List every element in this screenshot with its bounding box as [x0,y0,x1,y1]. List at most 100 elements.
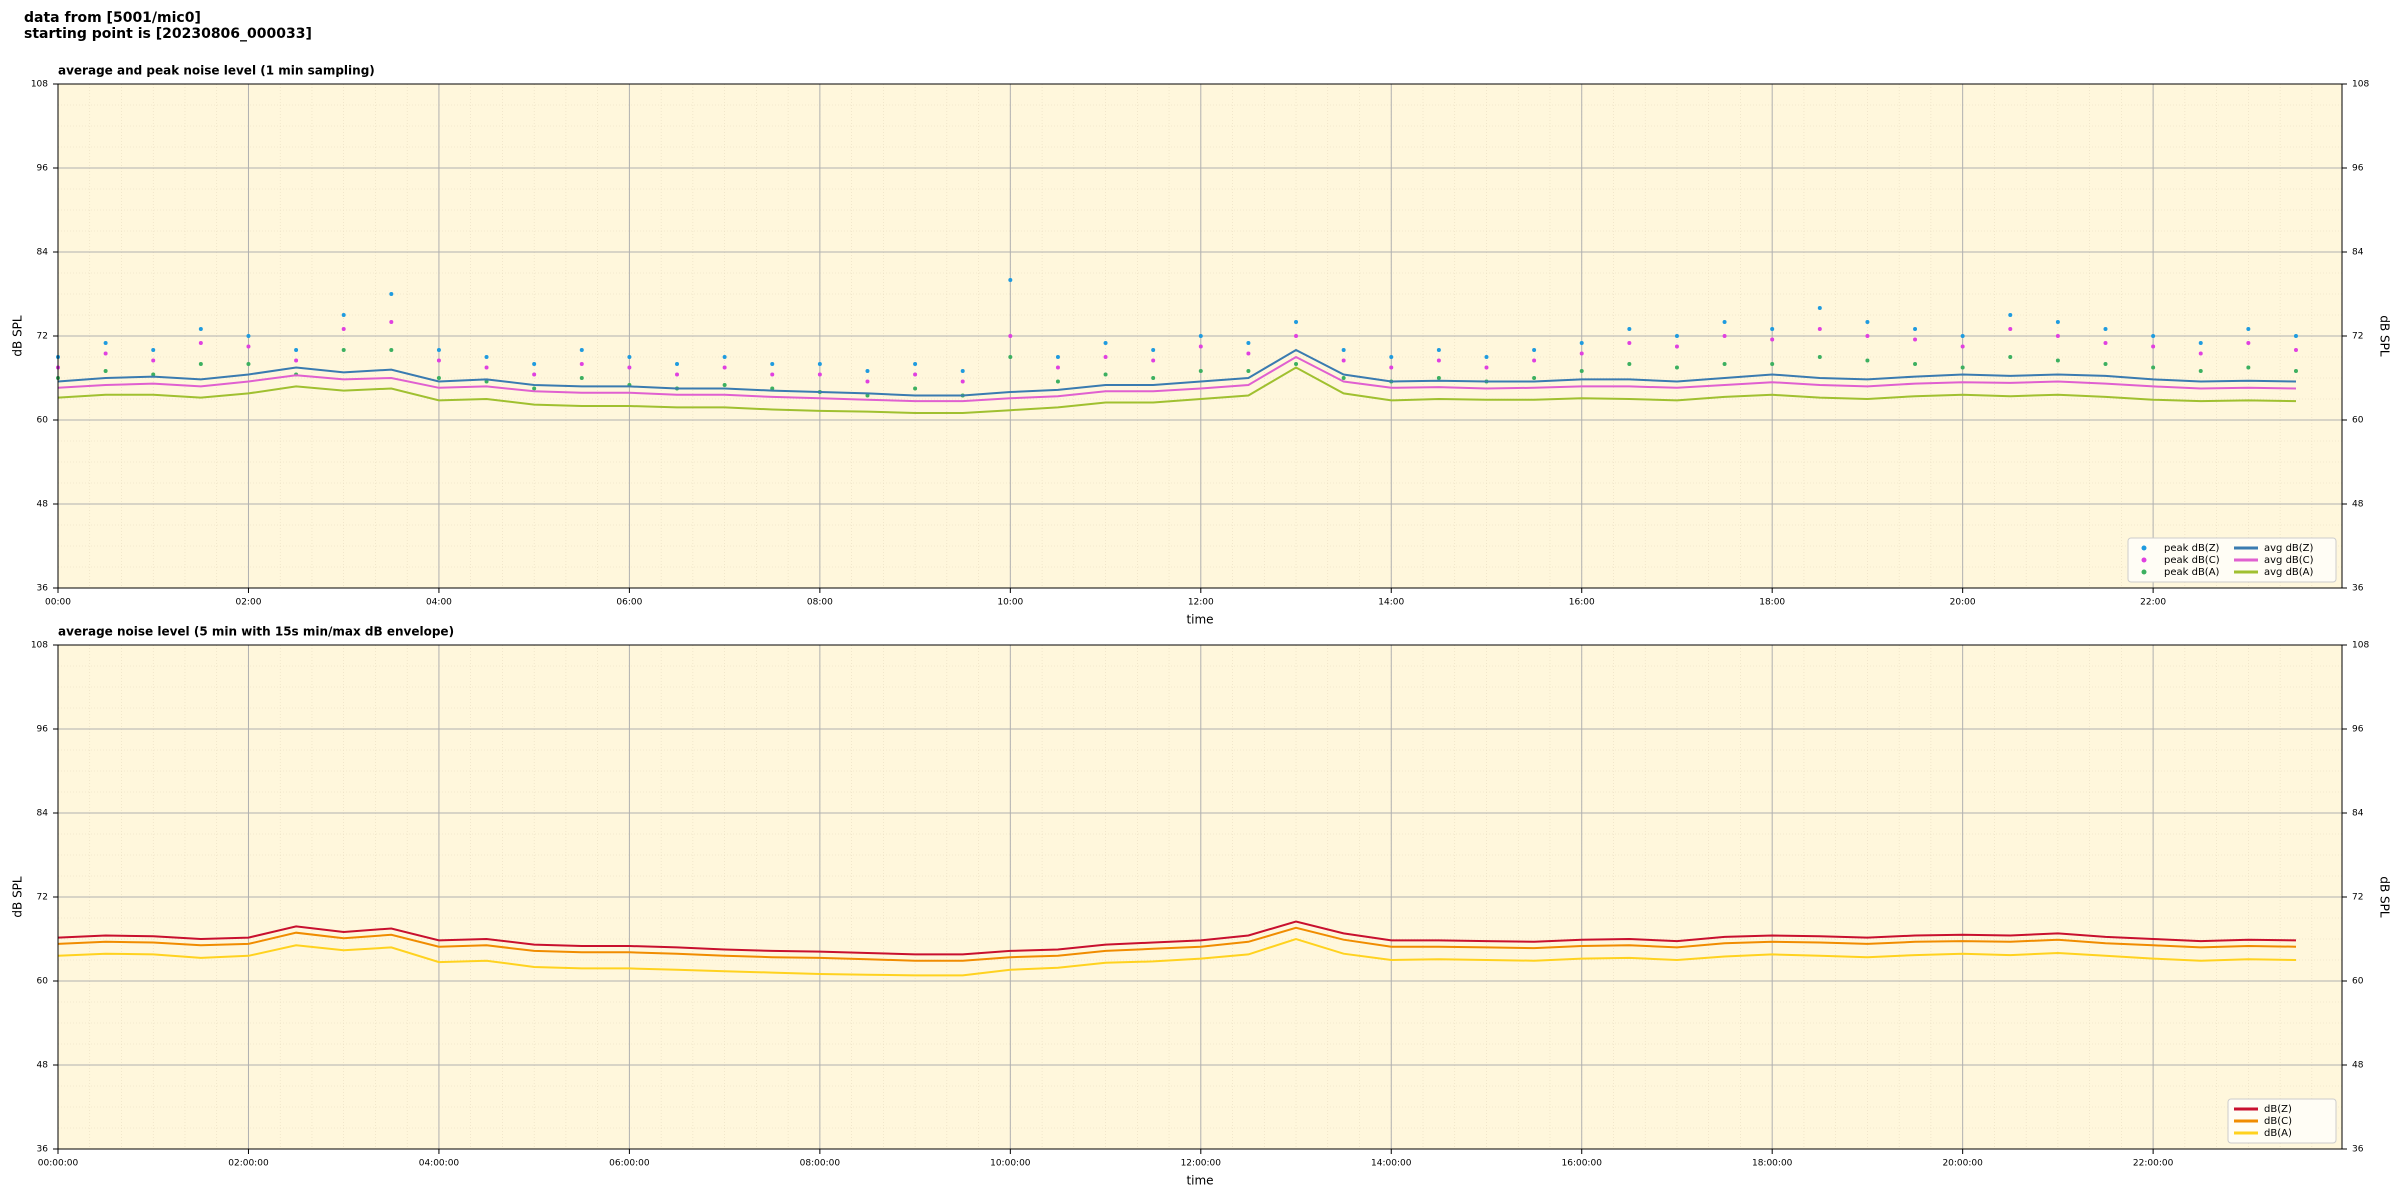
x-axis-label: time [1186,1174,1213,1188]
peak-dot [2055,358,2060,363]
peak-dot [341,327,346,331]
peak-dot [246,362,251,366]
y-tick-label: 72 [37,332,48,342]
peak-dot [675,372,680,377]
peak-dot [2103,362,2108,366]
legend-label: avg dB(C) [2264,555,2314,566]
x-tick-label: 20:00:00 [1942,1159,1983,1169]
peak-dot [2293,334,2298,338]
peak-dot [627,365,632,370]
y-tick-label: 84 [37,248,49,258]
y-tick-label: 108 [2352,80,2369,90]
peak-dot [436,376,441,380]
peak-dot [1055,365,1060,370]
peak-dot [675,362,680,366]
peak-dot [1151,376,1156,380]
peak-dot [913,386,918,391]
peak-dot [1103,372,1108,377]
peak-dot [1198,369,1203,373]
peak-dot [532,386,537,391]
y-tick-label: 60 [37,416,49,426]
peak-dot [1579,369,1584,373]
peak-dot [1960,344,1965,349]
peak-dot [1532,358,1537,363]
x-tick-label: 06:00:00 [609,1159,650,1169]
peak-dot [579,376,584,380]
y-axis-label: dB SPL [11,315,25,357]
peak-dot [1532,376,1537,380]
peak-dot [294,358,299,363]
y-tick-label: 84 [2352,809,2364,819]
peak-dot [1579,341,1584,345]
y-tick-label: 60 [37,977,49,987]
peak-dot [2246,365,2251,370]
x-tick-label: 10:00:00 [990,1159,1031,1169]
peak-dot [1294,320,1299,324]
peak-dot [103,369,108,373]
peak-dot [770,386,775,391]
x-tick-label: 10:00 [997,598,1023,608]
legend-swatch [2141,545,2147,551]
peak-dot [1865,358,1870,363]
y-tick-label: 48 [2352,500,2364,510]
peak-dot [151,358,156,363]
peak-dot [1913,337,1918,342]
peak-dot [1436,358,1441,363]
peak-dot [1579,351,1584,356]
peak-dot [1341,348,1346,352]
peak-dot [2151,334,2156,338]
peak-dot [1770,327,1775,331]
y-tick-label: 48 [37,500,49,510]
peak-dot [1436,376,1441,380]
peak-dot [722,365,727,370]
x-tick-label: 08:00:00 [800,1159,841,1169]
peak-dot [389,292,394,296]
peak-dot [1246,369,1251,373]
peak-dot [2246,327,2251,331]
y-tick-label: 60 [2352,977,2364,987]
y-tick-label: 72 [37,893,48,903]
peak-dot [484,355,489,359]
y-tick-label: 48 [37,1061,49,1071]
peak-dot [436,348,441,352]
y-tick-label: 96 [37,725,49,735]
peak-dot [2293,348,2298,352]
x-tick-label: 18:00:00 [1752,1159,1793,1169]
peak-dot [1674,344,1679,349]
y-tick-label: 96 [2352,164,2364,174]
y-tick-label: 36 [37,1145,49,1155]
peak-dot [579,348,584,352]
x-tick-label: 04:00:00 [419,1159,460,1169]
peak-dot [627,355,632,359]
x-tick-label: 18:00 [1759,598,1785,608]
peak-dot [1913,327,1918,331]
legend-label: avg dB(Z) [2264,543,2314,554]
peak-dot [1865,320,1870,324]
peak-dot [389,348,394,352]
peak-dot [103,351,108,356]
panel-title: average and peak noise level (1 min samp… [58,64,375,78]
x-tick-label: 06:00 [616,598,642,608]
header-line: starting point is [20230806_000033] [24,26,312,42]
x-tick-label: 02:00:00 [228,1159,269,1169]
peak-dot [2198,341,2203,345]
peak-dot [770,372,775,377]
x-tick-label: 00:00 [45,598,71,608]
peak-dot [2008,355,2013,359]
legend-label: peak dB(A) [2164,567,2220,578]
series-line [57,937,2297,977]
peak-dot [2198,369,2203,373]
legend-label: dB(Z) [2264,1104,2292,1115]
peak-dot [722,383,727,387]
peak-dot [1198,334,1203,338]
peak-dot [1341,376,1346,380]
series-line [57,348,2297,397]
peak-dot [960,379,965,384]
peak-dot [151,372,156,377]
peak-dot [1246,341,1251,345]
legend-label: peak dB(Z) [2164,543,2220,554]
y-tick-label: 60 [2352,416,2364,426]
peak-dot [770,362,775,366]
peak-dot [1913,362,1918,366]
